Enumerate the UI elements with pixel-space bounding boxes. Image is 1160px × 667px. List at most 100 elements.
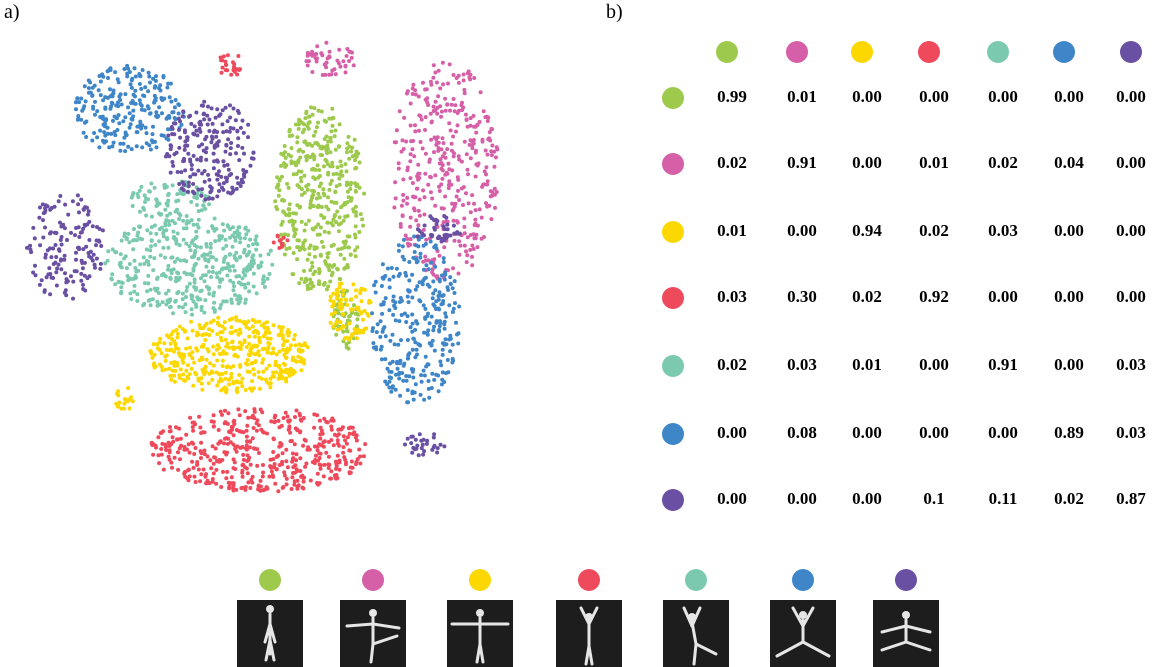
- tsne-point: [199, 472, 204, 477]
- tsne-point: [98, 261, 103, 266]
- tsne-point: [242, 319, 247, 324]
- tsne-point: [206, 381, 211, 386]
- tsne-point: [310, 167, 315, 172]
- tsne-point: [321, 474, 326, 479]
- tsne-point: [429, 137, 434, 142]
- tsne-point: [411, 375, 416, 380]
- tsne-point: [422, 397, 427, 402]
- tsne-point: [246, 135, 250, 140]
- tsne-point: [298, 359, 303, 364]
- tsne-point: [100, 72, 105, 77]
- tsne-point: [205, 122, 210, 127]
- tsne-point: [310, 226, 315, 231]
- tsne-point: [221, 130, 226, 135]
- tsne-point: [426, 267, 431, 272]
- tsne-point: [199, 308, 204, 312]
- tsne-point: [349, 149, 353, 154]
- tsne-point: [341, 59, 346, 64]
- tsne-point: [89, 256, 94, 260]
- tsne-point: [257, 335, 262, 340]
- tsne-point: [207, 291, 212, 296]
- tsne-point: [380, 262, 385, 267]
- tsne-point: [410, 86, 415, 91]
- tsne-point: [186, 467, 191, 472]
- matrix-cell: 0.99: [717, 87, 747, 106]
- matrix-cell: 0.01: [787, 87, 817, 106]
- tsne-point: [237, 299, 242, 304]
- tsne-point: [354, 149, 359, 154]
- tsne-point: [351, 432, 356, 437]
- tsne-point: [439, 382, 444, 387]
- tsne-point: [39, 278, 44, 283]
- tsne-point: [170, 126, 175, 131]
- tsne-point: [311, 284, 316, 289]
- tsne-point: [75, 96, 80, 101]
- tsne-point: [140, 68, 145, 72]
- tsne-point: [373, 279, 378, 284]
- tsne-point: [216, 428, 221, 432]
- tsne-point: [401, 198, 406, 203]
- tsne-point: [365, 311, 370, 316]
- tsne-point: [383, 334, 388, 339]
- tsne-point: [214, 370, 219, 375]
- tsne-point: [433, 264, 438, 269]
- tsne-point: [444, 170, 449, 175]
- tsne-point: [204, 264, 209, 269]
- tsne-point: [105, 258, 110, 263]
- tsne-point: [38, 243, 43, 248]
- tsne-point: [329, 424, 334, 429]
- tsne-point: [258, 386, 262, 391]
- tsne-point: [149, 181, 154, 186]
- tsne-point: [212, 228, 217, 233]
- tsne-point: [406, 300, 411, 305]
- tsne-point: [176, 111, 181, 116]
- tsne-point: [487, 136, 492, 141]
- tsne-point: [338, 320, 343, 325]
- tsne-point: [88, 90, 93, 95]
- tsne-point: [179, 122, 184, 127]
- tsne-point: [155, 299, 160, 304]
- tsne-point: [268, 385, 273, 390]
- tsne-point: [224, 142, 229, 147]
- tsne-point: [225, 469, 230, 474]
- tsne-point: [173, 221, 177, 226]
- tsne-point: [406, 243, 411, 248]
- tsne-point: [448, 333, 453, 338]
- tsne-point: [412, 390, 417, 395]
- tsne-point: [252, 329, 257, 334]
- tsne-point: [153, 84, 158, 89]
- tsne-point: [247, 262, 252, 267]
- tsne-point: [56, 262, 61, 267]
- tsne-point: [190, 294, 195, 299]
- tsne-point: [347, 49, 352, 54]
- tsne-point: [190, 312, 194, 317]
- tsne-point: [249, 361, 254, 366]
- tsne-point: [187, 244, 192, 249]
- tsne-point: [169, 99, 174, 104]
- tsne-point: [287, 373, 292, 378]
- tsne-point: [232, 460, 237, 465]
- tsne-point: [328, 279, 333, 284]
- tsne-point: [344, 169, 349, 174]
- tsne-point: [166, 81, 171, 86]
- tsne-point: [431, 109, 436, 113]
- tsne-point: [208, 241, 213, 246]
- tsne-point: [437, 253, 442, 258]
- tsne-point: [192, 360, 197, 365]
- tsne-point: [309, 105, 313, 110]
- tsne-point: [464, 191, 468, 196]
- tsne-point: [269, 419, 274, 424]
- tsne-point: [408, 152, 413, 157]
- tsne-point: [422, 223, 427, 228]
- tsne-point: [297, 281, 302, 286]
- tsne-point: [415, 443, 420, 448]
- tsne-point: [408, 325, 413, 330]
- tsne-point: [194, 234, 199, 239]
- tsne-point: [432, 150, 436, 155]
- matrix-cell: 0.03: [1116, 355, 1146, 374]
- tsne-point: [303, 222, 308, 227]
- tsne-point: [149, 351, 154, 356]
- tsne-point: [410, 312, 415, 317]
- tsne-point: [216, 315, 221, 320]
- tsne-point: [253, 237, 258, 242]
